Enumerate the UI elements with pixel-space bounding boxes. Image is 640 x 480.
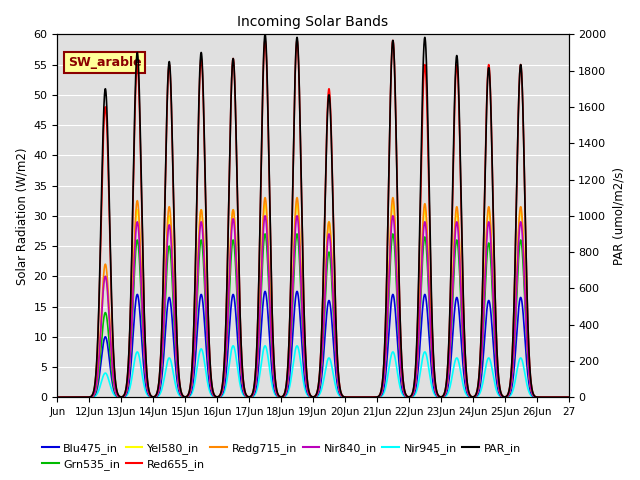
Y-axis label: PAR (umol/m2/s): PAR (umol/m2/s) [612, 167, 625, 265]
Title: Incoming Solar Bands: Incoming Solar Bands [237, 15, 388, 29]
Y-axis label: Solar Radiation (W/m2): Solar Radiation (W/m2) [15, 147, 28, 285]
Legend: Blu475_in, Grn535_in, Yel580_in, Red655_in, Redg715_in, Nir840_in, Nir945_in, PA: Blu475_in, Grn535_in, Yel580_in, Red655_… [38, 438, 525, 474]
Text: SW_arable: SW_arable [68, 56, 141, 69]
